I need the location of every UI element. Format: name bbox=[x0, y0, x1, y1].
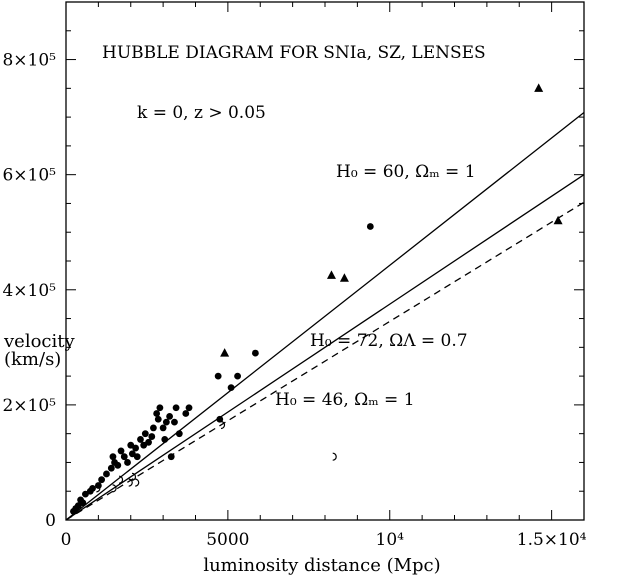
x-axis-label: luminosity distance (Mpc) bbox=[203, 555, 440, 576]
sn-point bbox=[156, 404, 164, 412]
sn-point bbox=[171, 418, 178, 426]
sn-point bbox=[162, 418, 170, 426]
x-tick-label: 5000 bbox=[206, 530, 249, 550]
lens-arc-point bbox=[131, 472, 137, 481]
sn-point bbox=[172, 404, 180, 412]
sn-point bbox=[124, 459, 131, 466]
lens-arc-point bbox=[135, 478, 140, 487]
sn-point bbox=[167, 453, 175, 461]
line-label-h60: H₀ = 60, Ωₘ = 1 bbox=[336, 162, 476, 182]
model-line-1 bbox=[65, 111, 585, 521]
lens-arc-point bbox=[118, 475, 124, 484]
sn-point bbox=[159, 424, 167, 432]
sn-point bbox=[161, 436, 169, 443]
line-label-h72: H₀ = 72, ΩΛ = 0.7 bbox=[310, 331, 468, 351]
sn-point bbox=[107, 464, 115, 472]
x-tick-label: 1.5×10⁴ bbox=[517, 530, 587, 550]
y-tick-label: 2×10⁵ bbox=[2, 396, 56, 416]
lens-arc-point bbox=[112, 484, 117, 493]
sn-point bbox=[227, 384, 235, 392]
y-tick-label: 4×10⁵ bbox=[2, 281, 56, 301]
sn-point bbox=[182, 410, 190, 417]
chart-title: HUBBLE DIAGRAM FOR SNIa, SZ, LENSES bbox=[102, 43, 486, 63]
sn-point bbox=[234, 372, 241, 380]
sn-point bbox=[117, 447, 125, 455]
sn-point bbox=[137, 436, 144, 443]
tick-marks bbox=[65, 1, 585, 521]
sn-point bbox=[214, 372, 222, 380]
lens-arc-point bbox=[96, 484, 101, 493]
y-tick-label: 0 bbox=[45, 511, 56, 531]
sn-point bbox=[166, 413, 174, 420]
sn-point bbox=[79, 499, 87, 507]
sz-triangle-point bbox=[326, 270, 336, 279]
sn-point bbox=[133, 453, 141, 461]
sn-point bbox=[150, 424, 157, 432]
y-tick-label: 6×10⁵ bbox=[2, 166, 56, 186]
sn-point bbox=[141, 430, 149, 438]
model-lines bbox=[65, 111, 585, 521]
lens-arc-point bbox=[220, 420, 226, 430]
line-labels: H₀ = 60, Ωₘ = 1 H₀ = 72, ΩΛ = 0.7 H₀ = 4… bbox=[275, 162, 476, 410]
sn-point bbox=[98, 476, 106, 484]
sn-point bbox=[185, 404, 193, 412]
sn-point bbox=[103, 470, 110, 478]
sn-point bbox=[114, 461, 122, 469]
sn-point bbox=[366, 223, 374, 230]
sn-point bbox=[89, 484, 96, 492]
sn-point bbox=[109, 453, 117, 461]
sn-point bbox=[154, 415, 162, 423]
sn-point bbox=[120, 453, 128, 461]
line-label-h46: H₀ = 46, Ωₘ = 1 bbox=[275, 390, 415, 410]
sn-point bbox=[175, 430, 183, 438]
sn-point bbox=[153, 410, 161, 417]
tick-labels: 0 5000 10⁴ 1.5×10⁴ 0 2×10⁵ 4×10⁵ 6×10⁵ 8×10⁵ bbox=[2, 51, 586, 550]
sn-point bbox=[251, 349, 259, 357]
x-tick-label: 0 bbox=[61, 530, 72, 550]
sz-triangle-point bbox=[553, 215, 563, 225]
sn-point bbox=[148, 433, 156, 440]
lens-arc-point bbox=[128, 478, 133, 487]
sz-triangle-point bbox=[534, 83, 544, 92]
y-axis-label-line2: (km/s) bbox=[4, 349, 61, 370]
data-points bbox=[70, 83, 563, 515]
model-line-2 bbox=[65, 174, 585, 521]
sz-triangle-point bbox=[220, 348, 230, 357]
sz-triangle-point bbox=[339, 273, 349, 282]
sn-point bbox=[132, 444, 140, 452]
sn-point bbox=[145, 438, 152, 446]
lens-arc-point bbox=[332, 452, 337, 461]
y-tick-label: 8×10⁵ bbox=[2, 51, 56, 71]
chart-subtitle: k = 0, z > 0.05 bbox=[137, 103, 266, 123]
model-line-3 bbox=[65, 201, 585, 521]
x-tick-label: 10⁴ bbox=[376, 530, 405, 550]
y-axis-label-line1: velocity bbox=[3, 331, 75, 352]
